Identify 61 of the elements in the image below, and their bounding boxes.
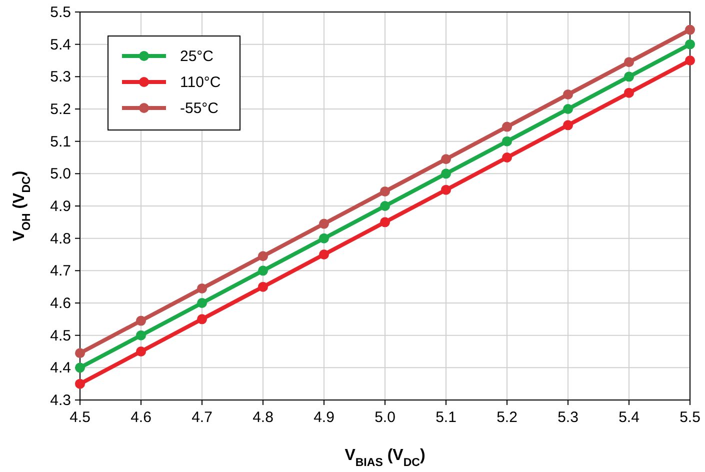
x-axis-title: V$_{BIAS}$ (V$_{DC}$) xyxy=(344,447,426,469)
y-tick-label: 5.5 xyxy=(50,4,71,21)
point xyxy=(136,346,146,356)
point xyxy=(624,57,634,68)
point xyxy=(258,266,268,276)
x-tick-label: 5.5 xyxy=(680,409,700,426)
point xyxy=(624,88,634,98)
point xyxy=(197,283,207,294)
x-tick-label: 4.8 xyxy=(252,409,274,426)
x-tick-label: 4.9 xyxy=(314,409,334,426)
point xyxy=(380,217,390,228)
y-tick-label: 5.0 xyxy=(50,166,71,183)
x-tick-label: 5.4 xyxy=(618,409,640,426)
point xyxy=(441,154,451,164)
point xyxy=(441,168,451,179)
point xyxy=(380,201,390,211)
point xyxy=(319,233,329,244)
point xyxy=(685,39,695,50)
y-tick-label: 4.8 xyxy=(50,230,71,248)
point xyxy=(563,104,573,114)
x-tick-label: 4.5 xyxy=(70,409,90,426)
y-tick-label: 4.9 xyxy=(50,198,71,215)
point xyxy=(502,136,512,146)
point xyxy=(685,24,695,35)
point xyxy=(380,186,390,196)
point xyxy=(319,250,329,260)
y-tick-label: 4.3 xyxy=(50,392,71,409)
legend-label: 25°C xyxy=(180,48,214,65)
x-tick-label: 5.0 xyxy=(374,409,396,426)
y-tick-label: 4.5 xyxy=(50,327,71,344)
y-tick-label: 4.6 xyxy=(50,295,71,312)
y-tick-label: 5.4 xyxy=(50,36,71,54)
point xyxy=(502,122,512,132)
point xyxy=(685,56,695,66)
legend-label: 110°C xyxy=(180,74,221,91)
point xyxy=(502,152,512,162)
y-tick-label: 5.1 xyxy=(50,133,71,150)
point xyxy=(75,348,85,358)
y-tick-label: 5.2 xyxy=(50,101,71,118)
point xyxy=(75,378,85,389)
legend-label: -55°C xyxy=(180,100,219,117)
point xyxy=(258,282,268,292)
y-tick-label: 4.7 xyxy=(50,262,71,280)
x-tick-label: 5.2 xyxy=(496,409,518,426)
point xyxy=(136,330,146,340)
point xyxy=(624,72,634,82)
x-tick-label: 4.7 xyxy=(192,409,212,426)
point xyxy=(441,184,451,195)
point xyxy=(197,314,207,324)
point xyxy=(563,120,573,130)
point xyxy=(197,298,207,308)
x-tick-label: 4.6 xyxy=(130,409,152,426)
x-tick-label: 5.1 xyxy=(436,409,456,426)
y-tick-label: 5.3 xyxy=(50,68,71,86)
point xyxy=(136,316,146,326)
point xyxy=(258,251,268,262)
point xyxy=(563,89,573,100)
x-tick-label: 5.3 xyxy=(558,409,578,426)
point xyxy=(75,362,85,373)
point xyxy=(319,218,329,229)
y-tick-label: 4.4 xyxy=(50,360,71,377)
